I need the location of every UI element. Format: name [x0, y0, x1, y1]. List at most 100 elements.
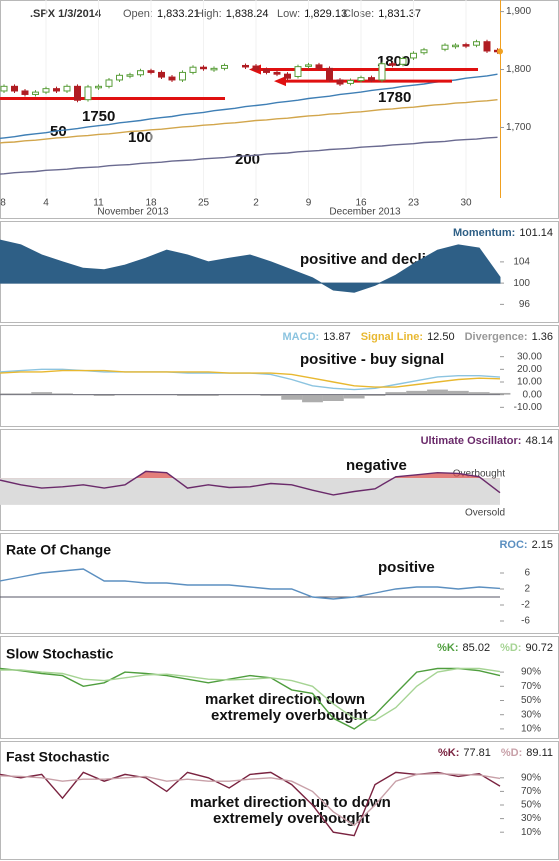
candle — [326, 67, 333, 81]
annotation: extremely overbought — [211, 707, 368, 724]
histogram-bar — [260, 394, 282, 396]
candle — [284, 73, 291, 79]
histogram-bar — [10, 393, 32, 395]
area — [0, 239, 501, 293]
histogram-bar — [322, 394, 344, 401]
line — [0, 667, 501, 730]
moving-average — [0, 73, 498, 140]
histogram-bar — [239, 394, 261, 396]
stat: Open: 1,833.21 — [123, 8, 200, 20]
y-tick-label: 70% — [521, 681, 541, 692]
candle — [200, 66, 207, 70]
y-tick-label: 100 — [513, 278, 530, 289]
band — [0, 478, 500, 505]
candle — [378, 63, 386, 81]
overbought-fill — [0, 471, 500, 479]
histogram-bar — [447, 390, 469, 395]
y-tick-label: 0.00 — [523, 389, 543, 400]
legend-name: Ultimate Oscillator: — [421, 435, 522, 447]
x-tick-label: 11 — [93, 198, 104, 209]
legend-name: %D: — [500, 642, 521, 654]
histogram-bar — [364, 394, 386, 396]
stat: Close: 1,831.37 — [343, 8, 421, 20]
annotation: extremely overbought — [213, 810, 370, 827]
histogram-bar — [156, 394, 178, 396]
candle — [410, 52, 417, 59]
histogram-bar — [427, 389, 448, 395]
y-tick-label: 70% — [521, 786, 541, 797]
legend-value: 85.02 — [463, 642, 491, 654]
line — [0, 368, 501, 391]
histogram-bar — [281, 394, 303, 400]
legend-value: 77.81 — [463, 747, 491, 759]
histogram-bar — [135, 394, 157, 396]
y-tick-label: 90% — [521, 667, 541, 678]
panel-header: Ultimate Oscillator: 48.14 — [421, 435, 553, 447]
moving-average — [0, 99, 498, 144]
candle — [95, 85, 102, 89]
candle — [168, 76, 176, 81]
candle — [105, 79, 113, 87]
legend-value: 48.14 — [525, 435, 553, 447]
histogram-bar — [218, 394, 240, 396]
candle — [84, 86, 92, 101]
candle — [357, 77, 365, 82]
x-tick-label: 9 — [306, 198, 312, 209]
candle — [221, 64, 228, 69]
legend-name: ROC: — [499, 539, 527, 551]
candle — [242, 64, 249, 68]
candle — [42, 88, 50, 93]
line — [0, 568, 501, 600]
legend-value: 101.14 — [519, 227, 553, 239]
stat-value: 1,838.24 — [226, 8, 269, 20]
ma-label: 100 — [128, 129, 153, 146]
stat-value: 1,833.21 — [157, 8, 200, 20]
candle — [263, 69, 270, 73]
x-tick-label: 4 — [43, 198, 49, 209]
candle — [63, 85, 71, 92]
level-label: 1780 — [378, 89, 411, 106]
x-tick-label: 25 — [198, 198, 210, 209]
price-title: .SPX 1/3/2014 — [30, 8, 102, 20]
histogram-bar — [114, 394, 136, 396]
y-tick-label: 1,900 — [506, 6, 531, 17]
candle — [368, 77, 375, 82]
candle — [189, 66, 197, 73]
stat-value: 1,829.13 — [304, 8, 347, 20]
candle — [11, 85, 18, 92]
y-tick-label: 50% — [521, 800, 541, 811]
y-tick-label: 96 — [519, 299, 531, 310]
x-tick-label: 23 — [408, 198, 420, 209]
candle — [116, 74, 123, 81]
candle — [483, 41, 491, 52]
candle — [347, 80, 354, 84]
candle — [452, 44, 459, 48]
legend-name: %K: — [437, 642, 458, 654]
stat: High: 1,838.24 — [196, 8, 269, 20]
y-tick-label: 104 — [513, 257, 530, 268]
y-tick-label: 1,800 — [506, 64, 531, 75]
legend-name: %D: — [501, 747, 522, 759]
band-label: Overbought — [453, 469, 505, 480]
x-tick-label: 18 — [145, 198, 157, 209]
candle — [462, 44, 470, 47]
stat-name: Low: — [277, 8, 300, 20]
histogram-bar — [197, 394, 219, 396]
candle — [21, 90, 29, 95]
candle — [441, 44, 449, 50]
level-arrow — [274, 76, 286, 87]
candle — [473, 41, 480, 46]
month-label: November 2013 — [97, 207, 169, 218]
histogram-bar — [302, 394, 323, 403]
annotation: market direction up to down — [190, 794, 391, 811]
y-tick-label: -10.00 — [514, 402, 543, 413]
histogram-bar — [52, 393, 73, 395]
stat-name: Open: — [123, 8, 153, 20]
y-tick-label: 10% — [521, 724, 541, 735]
stat-value: 1,831.37 — [378, 8, 421, 20]
candle — [273, 71, 281, 75]
legend-value: 12.50 — [427, 331, 455, 343]
band-label: Oversold — [465, 508, 505, 519]
